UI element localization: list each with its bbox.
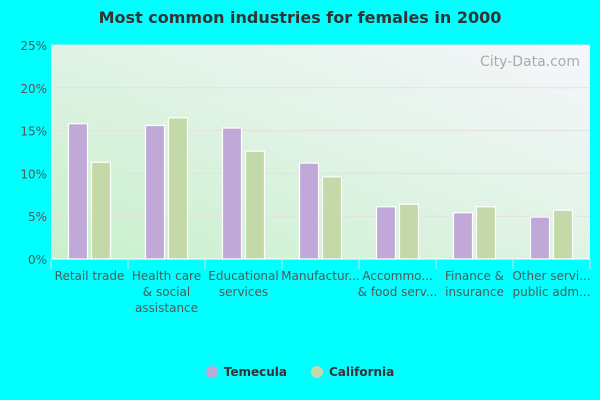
x-tick-label: & social: [143, 285, 190, 299]
y-tick-label: 0%: [28, 253, 47, 267]
legend-swatch: [205, 366, 218, 378]
x-tick-label: Educational: [208, 269, 278, 283]
bar-california: [552, 209, 574, 260]
x-tick-label: Retail trade: [55, 269, 125, 283]
y-tick-label: 15%: [20, 125, 47, 139]
x-tick-label: Accommo...: [362, 269, 433, 283]
bar-temecula: [529, 216, 551, 260]
bar-california: [244, 150, 266, 260]
bar-california: [321, 176, 343, 260]
x-tick-label: public adm...: [512, 285, 590, 299]
bar-temecula: [67, 123, 89, 260]
bar-temecula: [298, 162, 320, 260]
x-tick-label: Health care: [132, 269, 201, 283]
plot-area: [51, 45, 590, 259]
x-tick-label: & food serv...: [358, 285, 438, 299]
y-tick-label: 5%: [28, 210, 47, 224]
x-tick-label: Manufactur...: [281, 269, 360, 283]
watermark: City-Data.com: [480, 54, 580, 70]
legend-label: Temecula: [223, 365, 287, 379]
bar-temecula: [144, 124, 166, 260]
y-tick-label: 20%: [20, 82, 47, 96]
legend-item-temecula: Temecula: [205, 365, 287, 379]
bar-california: [167, 117, 189, 260]
y-tick-label: 10%: [20, 167, 47, 181]
x-tick-label: services: [219, 285, 268, 299]
legend: Temecula California: [0, 365, 600, 379]
y-tick-label: 25%: [20, 39, 47, 53]
chart-title: Most common industries for females in 20…: [98, 8, 502, 27]
x-tick-label: insurance: [445, 285, 504, 299]
bar-temecula: [221, 127, 243, 260]
legend-label: California: [328, 365, 395, 379]
bar-california: [398, 203, 420, 260]
legend-swatch: [310, 366, 323, 378]
bar-temecula: [375, 206, 397, 260]
x-tick-label: assistance: [135, 301, 198, 315]
bar-california: [90, 161, 112, 260]
legend-item-california: California: [310, 365, 395, 379]
bar-california: [475, 206, 497, 260]
x-tick-label: Finance &: [445, 269, 504, 283]
bar-temecula: [452, 212, 474, 260]
x-tick-label: Other servi...: [512, 269, 590, 283]
